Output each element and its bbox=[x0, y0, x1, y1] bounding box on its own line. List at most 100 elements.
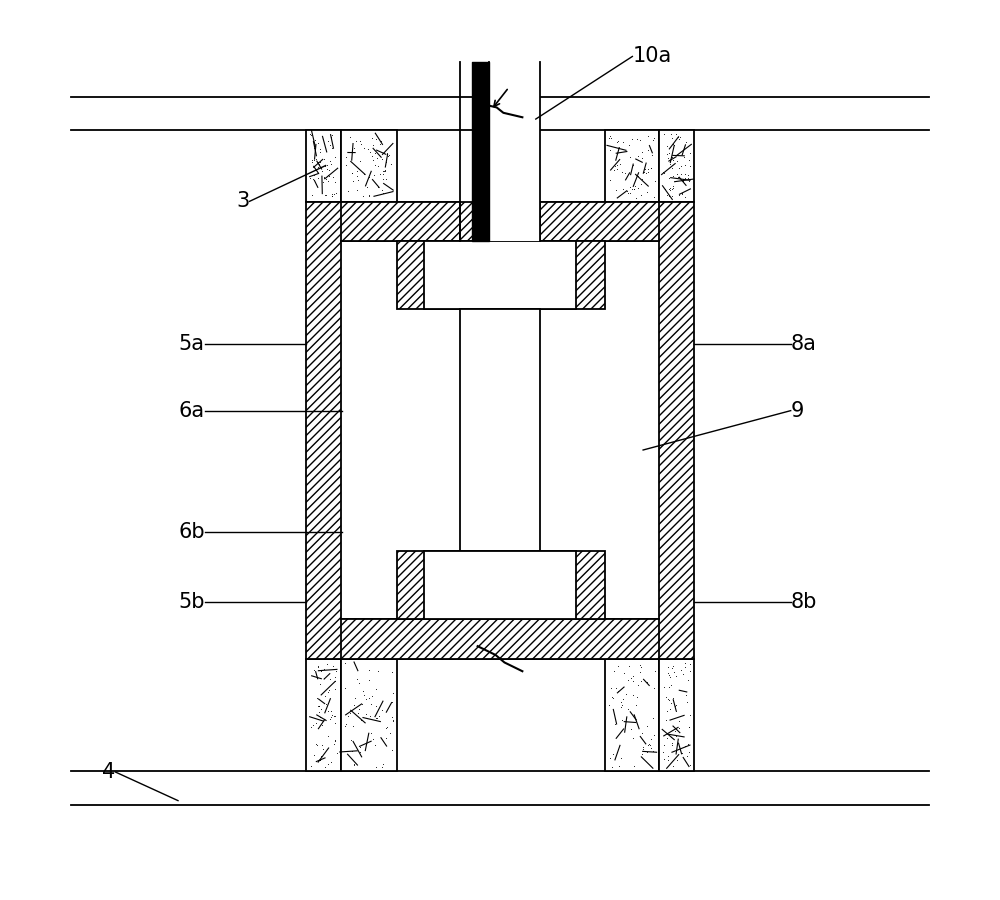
Point bbox=[385, 714, 401, 728]
Point bbox=[602, 142, 618, 157]
Point bbox=[605, 691, 621, 706]
Point bbox=[375, 172, 391, 186]
Point bbox=[665, 178, 681, 193]
Point bbox=[632, 665, 648, 680]
Point bbox=[668, 127, 684, 141]
Point bbox=[668, 729, 684, 743]
Point bbox=[664, 738, 680, 752]
Text: 5b: 5b bbox=[178, 592, 205, 612]
Point bbox=[338, 158, 354, 172]
Point bbox=[374, 760, 390, 774]
Point bbox=[303, 720, 319, 734]
Point bbox=[312, 710, 328, 724]
Point bbox=[350, 173, 366, 187]
Point bbox=[327, 149, 343, 164]
Point bbox=[647, 664, 663, 679]
Point bbox=[638, 166, 654, 180]
Point bbox=[323, 710, 339, 724]
Point bbox=[311, 698, 327, 713]
Point bbox=[326, 186, 342, 201]
Point bbox=[682, 159, 698, 174]
Point bbox=[603, 131, 619, 146]
Point bbox=[604, 690, 620, 705]
Point bbox=[385, 713, 401, 727]
Point bbox=[677, 660, 693, 674]
Point bbox=[370, 158, 386, 173]
Point bbox=[363, 726, 379, 741]
Point bbox=[367, 146, 383, 160]
Point bbox=[323, 157, 339, 171]
Point bbox=[342, 130, 358, 144]
Point bbox=[674, 186, 690, 201]
Point bbox=[659, 731, 675, 745]
Point bbox=[677, 166, 693, 181]
Point bbox=[679, 695, 695, 709]
Point bbox=[368, 682, 384, 697]
Text: 10a: 10a bbox=[632, 47, 672, 67]
Point bbox=[338, 150, 354, 165]
Point bbox=[345, 174, 361, 188]
Point bbox=[353, 137, 369, 151]
Point bbox=[361, 169, 377, 184]
Point bbox=[374, 184, 390, 198]
Point bbox=[632, 658, 648, 672]
Point bbox=[646, 190, 662, 204]
Point bbox=[656, 166, 672, 180]
Point bbox=[306, 153, 322, 167]
Point bbox=[625, 674, 641, 688]
Point bbox=[634, 172, 650, 186]
Point bbox=[639, 675, 655, 689]
Point bbox=[671, 714, 687, 728]
Point bbox=[640, 129, 656, 143]
Point bbox=[621, 138, 637, 152]
Point bbox=[352, 133, 368, 148]
Point bbox=[302, 127, 318, 141]
Point bbox=[368, 711, 384, 725]
Point bbox=[626, 182, 642, 196]
Bar bbox=[424, 241, 576, 309]
Point bbox=[317, 188, 333, 202]
Point bbox=[327, 670, 343, 684]
Point bbox=[604, 760, 620, 774]
Point bbox=[383, 157, 399, 171]
Point bbox=[305, 717, 321, 732]
Point bbox=[662, 670, 678, 684]
Point bbox=[306, 748, 322, 762]
Point bbox=[670, 170, 686, 184]
Point bbox=[378, 155, 394, 169]
Point bbox=[677, 656, 693, 670]
Point bbox=[356, 166, 372, 181]
Point bbox=[346, 758, 362, 772]
Point bbox=[607, 159, 623, 174]
Bar bbox=[341, 659, 397, 771]
Point bbox=[669, 753, 685, 768]
Point bbox=[660, 753, 676, 768]
Point bbox=[635, 742, 651, 756]
Point bbox=[666, 138, 682, 152]
Point bbox=[361, 662, 377, 677]
Point bbox=[634, 151, 650, 166]
Point bbox=[385, 686, 401, 700]
Point bbox=[682, 657, 698, 671]
Point bbox=[664, 161, 680, 176]
Point bbox=[602, 752, 618, 766]
Point bbox=[613, 699, 629, 714]
Point bbox=[358, 707, 374, 722]
Point bbox=[354, 697, 370, 711]
Point bbox=[657, 182, 673, 196]
Point bbox=[659, 704, 675, 718]
Point bbox=[677, 170, 693, 184]
Point bbox=[607, 717, 623, 732]
Point bbox=[316, 670, 332, 685]
Point bbox=[306, 663, 322, 678]
Point bbox=[327, 674, 343, 688]
Point bbox=[356, 688, 372, 702]
Point bbox=[660, 691, 676, 706]
Point bbox=[316, 169, 332, 184]
Point bbox=[320, 704, 336, 718]
Point bbox=[324, 186, 340, 201]
Point bbox=[608, 184, 624, 198]
Point bbox=[351, 676, 367, 690]
Point bbox=[368, 699, 384, 714]
Point bbox=[321, 168, 337, 183]
